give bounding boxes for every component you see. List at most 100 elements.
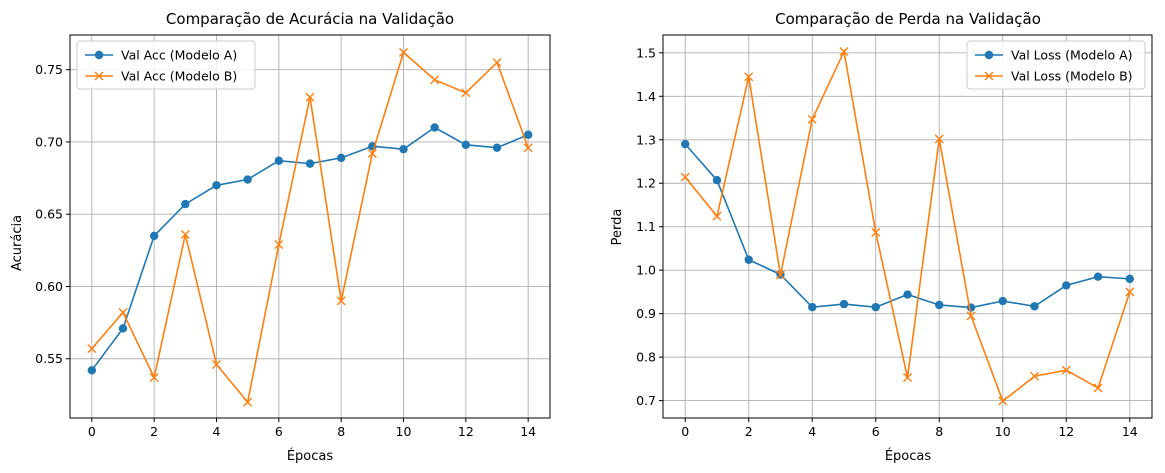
data-point [523,130,533,139]
data-point [807,114,817,124]
y-tick-label: 1.1 [636,219,656,234]
axes-frame [69,34,551,419]
x-tick-label: 14 [1122,424,1138,439]
y-tick-label: 1.5 [636,45,656,60]
chart-title: Comparação de Perda na Validação [775,10,1041,28]
plot-layer: 0 2 4 6 8 10 12 14 0.7 0.8 0.9 1.0 1.1 1.2 1.3 1.4 1.5 Va… [636,34,1153,439]
data-point [712,211,722,221]
x-tick-label: 0 [681,424,689,439]
y-tick-label: 0.7 [636,393,656,408]
x-axis-label: Épocas [287,448,334,464]
x-tick-label: 2 [150,424,158,439]
data-point [181,199,190,209]
data-point [934,134,944,144]
series-line-2 [91,50,529,404]
legend: Val Acc (Modelo A) Val Acc (Modelo B) [76,40,256,90]
x-tick-label: 10 [396,424,412,439]
x-tick-label: 4 [808,424,816,439]
data-point [180,229,190,239]
y-tick-label: 0.65 [35,207,63,222]
data-point [430,75,440,85]
legend-label: Val Loss (Modelo B) [1011,69,1133,84]
data-point [839,47,849,57]
data-point [492,143,502,152]
data-point [399,47,409,57]
data-point [274,156,284,165]
data-point [808,302,817,312]
data-point [871,227,881,237]
y-tick-label: 1.3 [636,132,656,147]
data-point [336,296,346,306]
data-point [744,255,753,264]
data-point [1125,274,1134,284]
data-point [399,144,408,154]
plot-layer: 0 2 4 6 8 10 12 14 0.55 0.60 0.65 0.70 0.75 Val Acc (… [35,34,551,439]
legend-box [966,40,1146,90]
x-tick-label: 6 [872,424,880,439]
x-tick-label: 12 [458,424,474,439]
data-point [903,290,912,299]
data-point [87,344,97,354]
data-point [1125,287,1135,297]
data-point [871,302,880,312]
legend-label: Val Loss (Modelo A) [1011,48,1133,63]
data-point [461,88,471,98]
data-point [1093,272,1103,281]
y-tick-label: 0.8 [636,350,656,365]
data-point [243,397,253,407]
legend-box [76,40,256,90]
x-tick-label: 2 [745,424,753,439]
data-point [149,373,159,383]
x-tick-label: 4 [213,424,221,439]
legend-label: Val Acc (Modelo B) [121,69,237,84]
legend-marker [94,50,104,60]
data-point [681,139,690,149]
data-point [305,92,315,102]
data-point [903,373,912,383]
data-point [680,172,690,182]
y-tick-label: 1.0 [636,263,656,278]
y-tick-label: 0.75 [35,62,63,77]
x-tick-label: 14 [520,424,536,439]
data-point [998,396,1008,406]
y-axis-label: Perda [610,209,625,246]
x-tick-label: 6 [275,424,283,439]
legend: Val Loss (Modelo A) Val Loss (Modelo B) [966,40,1146,90]
x-tick-label: 10 [995,424,1011,439]
data-point [305,159,315,168]
data-point [212,181,221,190]
data-point [336,153,346,163]
legend-marker [984,50,994,60]
data-point [118,307,128,317]
data-point [461,140,471,150]
chart-title: Comparação de Acurácia na Validação [166,10,454,28]
y-tick-label: 1.2 [636,176,656,191]
data-point [523,143,533,153]
data-point [149,231,159,241]
x-tick-label: 0 [88,424,96,439]
data-point [775,270,785,280]
legend-marker [984,71,994,81]
x-axis-label: Épocas [885,448,932,464]
data-point [274,240,284,250]
data-point [744,72,754,82]
data-point [243,175,252,184]
data-point [1093,383,1103,393]
data-point [1030,302,1039,311]
legend-marker [94,71,104,81]
loss-chart: Comparação de Perda na Validação Épocas … [610,10,1153,464]
legend-label: Val Acc (Modelo A) [121,48,237,63]
data-point [1062,281,1071,290]
data-point [966,303,976,312]
data-point [998,296,1007,306]
accuracy-chart: Comparação de Acurácia na Validação Époc… [10,10,551,464]
data-point [712,176,722,185]
y-tick-label: 0.55 [35,351,63,366]
data-point [839,299,849,309]
data-point [430,123,439,132]
y-axis-label: Acurácia [10,215,25,271]
data-point [1061,365,1071,375]
data-point [935,300,944,310]
y-tick-label: 0.70 [35,134,63,149]
